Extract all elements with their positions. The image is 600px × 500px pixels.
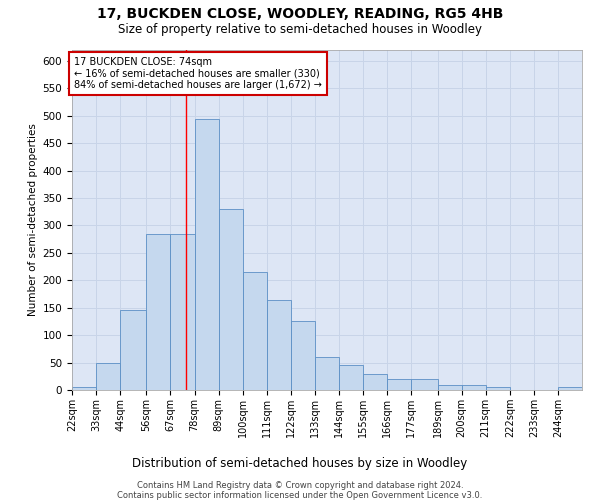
Y-axis label: Number of semi-detached properties: Number of semi-detached properties — [28, 124, 38, 316]
Bar — [485, 388, 510, 390]
Bar — [461, 384, 485, 390]
Bar — [339, 366, 363, 390]
Text: Contains public sector information licensed under the Open Government Licence v3: Contains public sector information licen… — [118, 491, 482, 500]
Text: Distribution of semi-detached houses by size in Woodley: Distribution of semi-detached houses by … — [133, 458, 467, 470]
Bar — [291, 322, 315, 390]
Bar — [363, 374, 387, 390]
Bar — [96, 362, 120, 390]
Bar — [387, 379, 411, 390]
Bar — [72, 388, 96, 390]
Bar — [558, 388, 582, 390]
Bar — [243, 272, 267, 390]
Bar — [267, 300, 291, 390]
Bar — [194, 118, 218, 390]
Bar — [411, 379, 437, 390]
Bar — [170, 234, 194, 390]
Bar — [315, 357, 339, 390]
Text: 17, BUCKDEN CLOSE, WOODLEY, READING, RG5 4HB: 17, BUCKDEN CLOSE, WOODLEY, READING, RG5… — [97, 8, 503, 22]
Text: 17 BUCKDEN CLOSE: 74sqm
← 16% of semi-detached houses are smaller (330)
84% of s: 17 BUCKDEN CLOSE: 74sqm ← 16% of semi-de… — [74, 56, 322, 90]
Text: Contains HM Land Registry data © Crown copyright and database right 2024.: Contains HM Land Registry data © Crown c… — [137, 481, 463, 490]
Bar — [437, 384, 461, 390]
Bar — [120, 310, 146, 390]
Bar — [218, 209, 243, 390]
Bar — [146, 234, 170, 390]
Text: Size of property relative to semi-detached houses in Woodley: Size of property relative to semi-detach… — [118, 22, 482, 36]
